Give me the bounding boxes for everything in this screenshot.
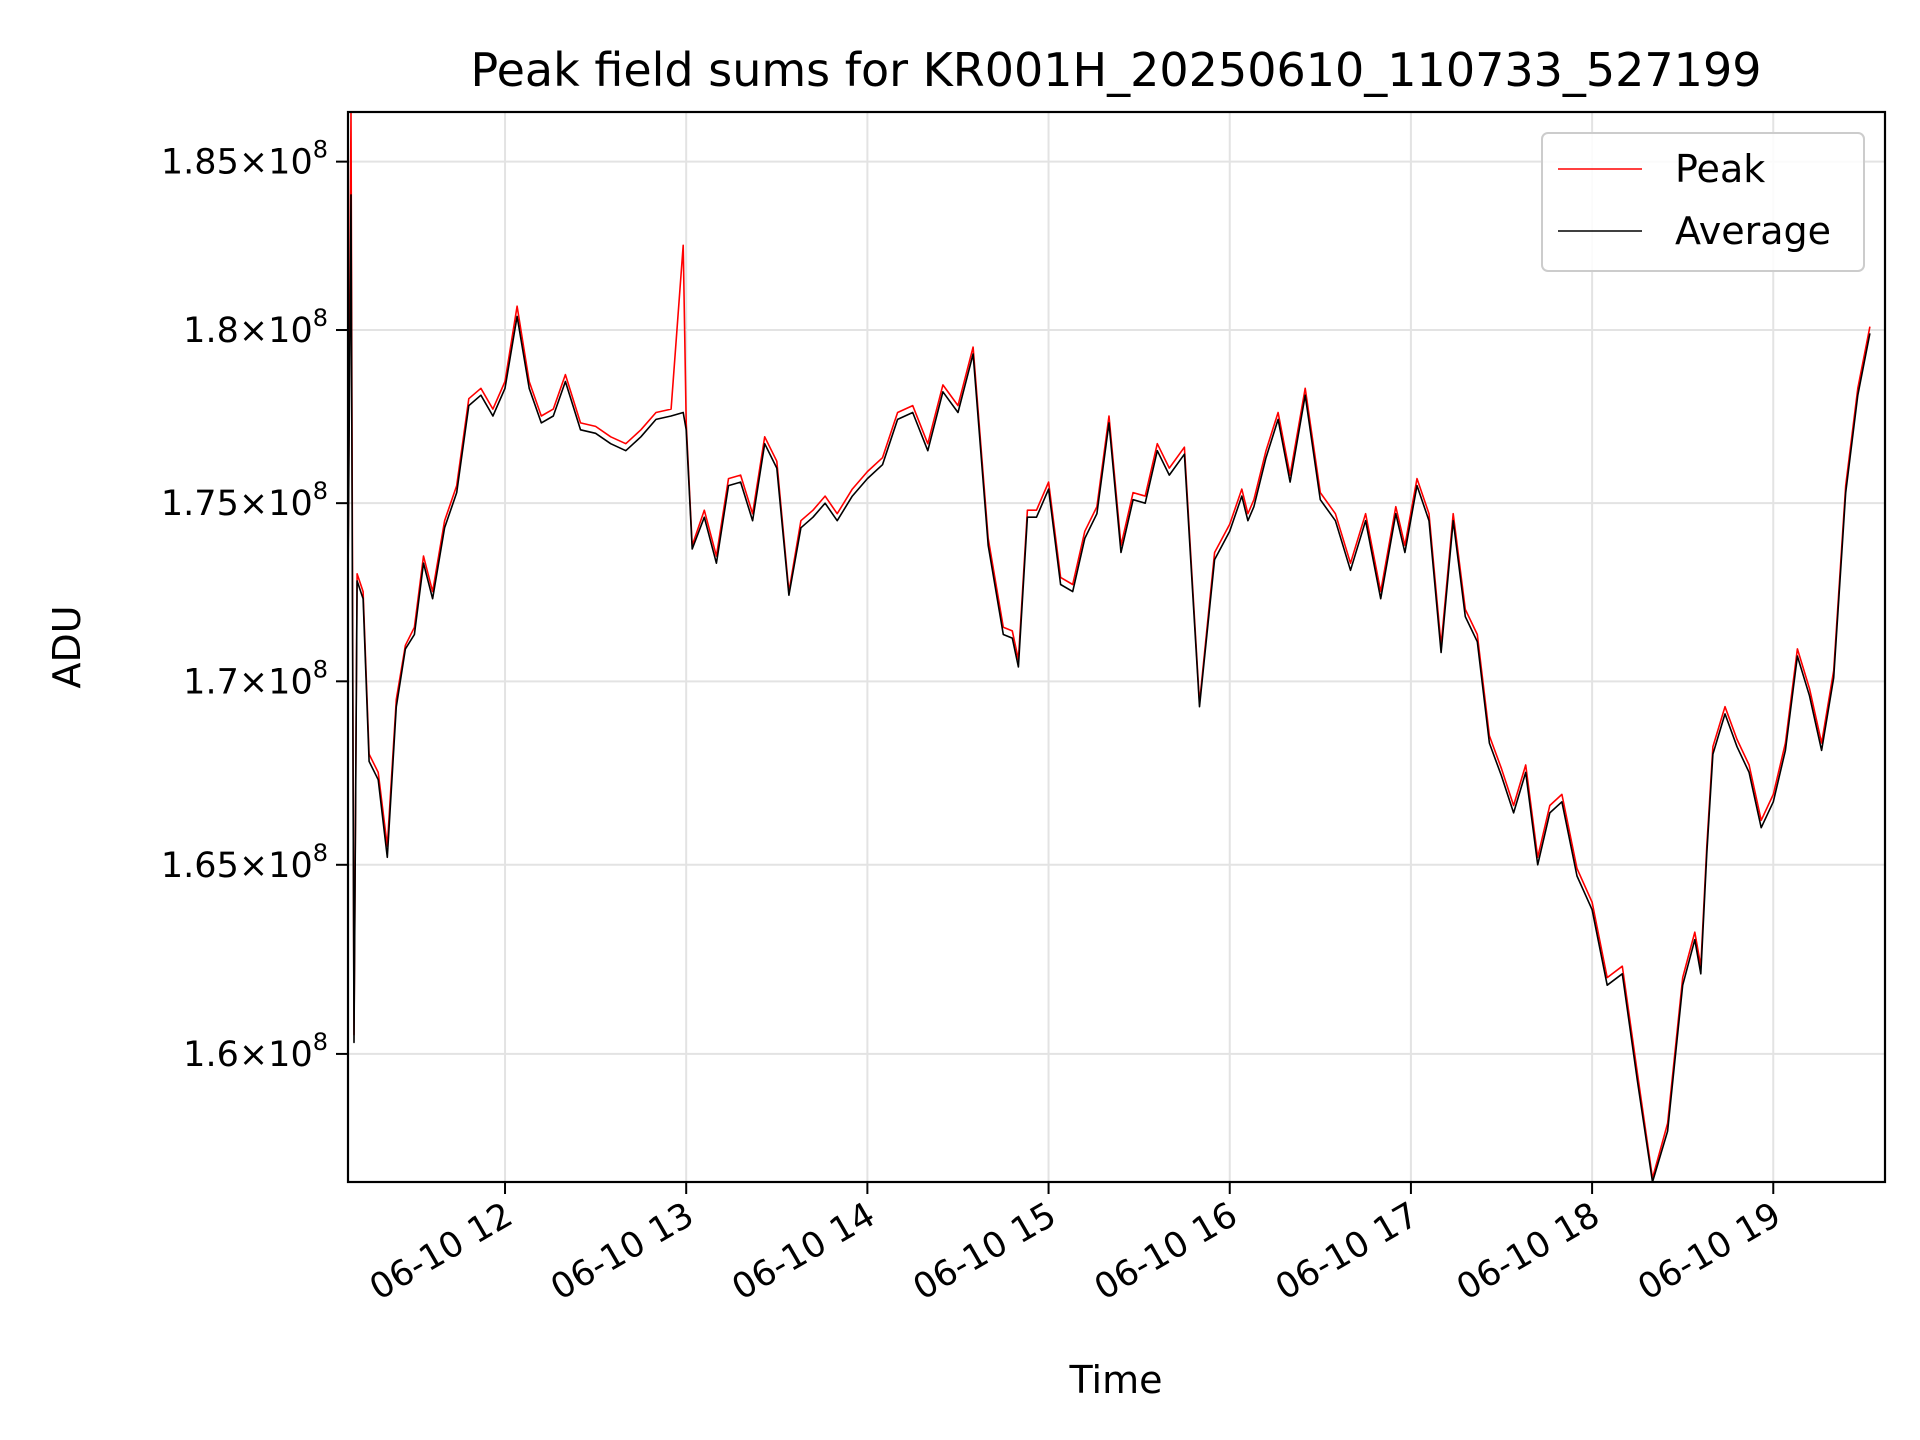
chart-title: Peak field sums for KR001H_20250610_1107… bbox=[471, 43, 1762, 97]
y-axis-label: ADU bbox=[45, 605, 89, 688]
series-line-peak bbox=[348, 112, 1871, 1179]
y-tick-label: 1.75×108 bbox=[161, 477, 328, 524]
legend-label-peak: Peak bbox=[1675, 147, 1765, 191]
legend-label-average: Average bbox=[1675, 209, 1831, 253]
grid bbox=[348, 112, 1885, 1182]
y-tick-label: 1.7×108 bbox=[183, 655, 328, 702]
y-axis: 1.6×108 1.65×108 1.7×108 1.75×108 1.8×108 1.8… bbox=[161, 136, 348, 1075]
series-line-average bbox=[348, 194, 1871, 1182]
y-tick-label: 1.85×108 bbox=[161, 136, 328, 183]
y-tick-label: 1.6×108 bbox=[183, 1028, 328, 1075]
series-layer bbox=[348, 112, 1871, 1182]
y-tick-label: 1.65×108 bbox=[161, 839, 328, 886]
plot-frame bbox=[346, 110, 1887, 1184]
legend: Peak Average bbox=[1541, 132, 1865, 272]
legend-box bbox=[1541, 132, 1865, 272]
y-tick-label: 1.8×108 bbox=[183, 304, 328, 351]
x-axis-label: Time bbox=[1069, 1358, 1163, 1402]
